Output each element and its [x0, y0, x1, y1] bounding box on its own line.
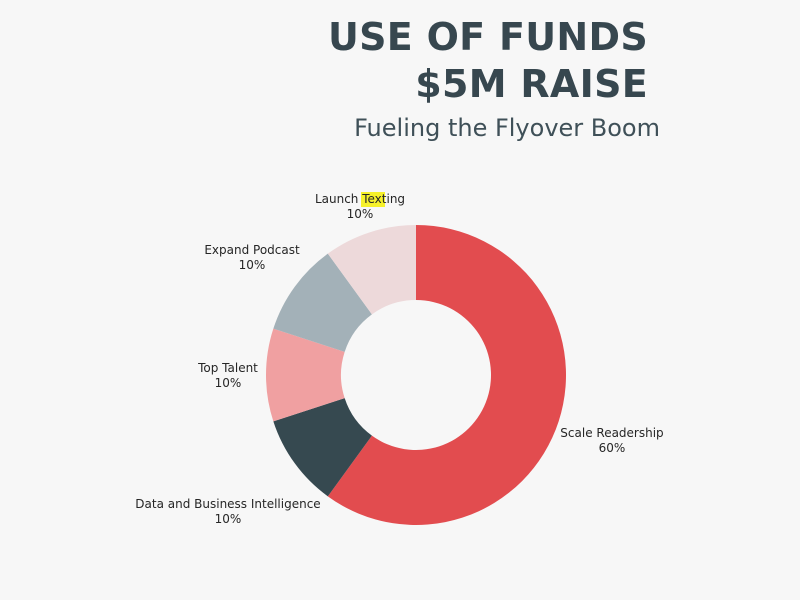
category-label: Expand Podcast: [204, 243, 300, 257]
slice-data-and-business-intelligence: [273, 398, 372, 497]
value-label: 10%: [215, 512, 242, 526]
category-label: Launch Texting: [315, 192, 405, 206]
text-highlight: [361, 192, 385, 207]
value-label: 10%: [347, 207, 374, 221]
title-line-1: USE OF FUNDS: [327, 15, 648, 59]
slice-top-talent: [266, 328, 345, 422]
value-label: 10%: [215, 376, 242, 390]
slice-expand-podcast: [273, 253, 372, 352]
category-label: Scale Readership: [560, 426, 663, 440]
slice-scale-readership: [327, 225, 566, 526]
category-label: Top Talent: [197, 361, 258, 375]
value-label: 10%: [239, 258, 266, 272]
slice-launch-texting: [327, 225, 416, 315]
value-label: 60%: [599, 441, 626, 455]
category-label: Data and Business Intelligence: [135, 497, 320, 511]
subtitle: Fueling the Flyover Boom: [354, 114, 660, 142]
title-block: USE OF FUNDS $5M RAISE: [328, 14, 648, 108]
title-line-2: $5M RAISE: [415, 62, 648, 106]
slices-group: [266, 225, 566, 526]
